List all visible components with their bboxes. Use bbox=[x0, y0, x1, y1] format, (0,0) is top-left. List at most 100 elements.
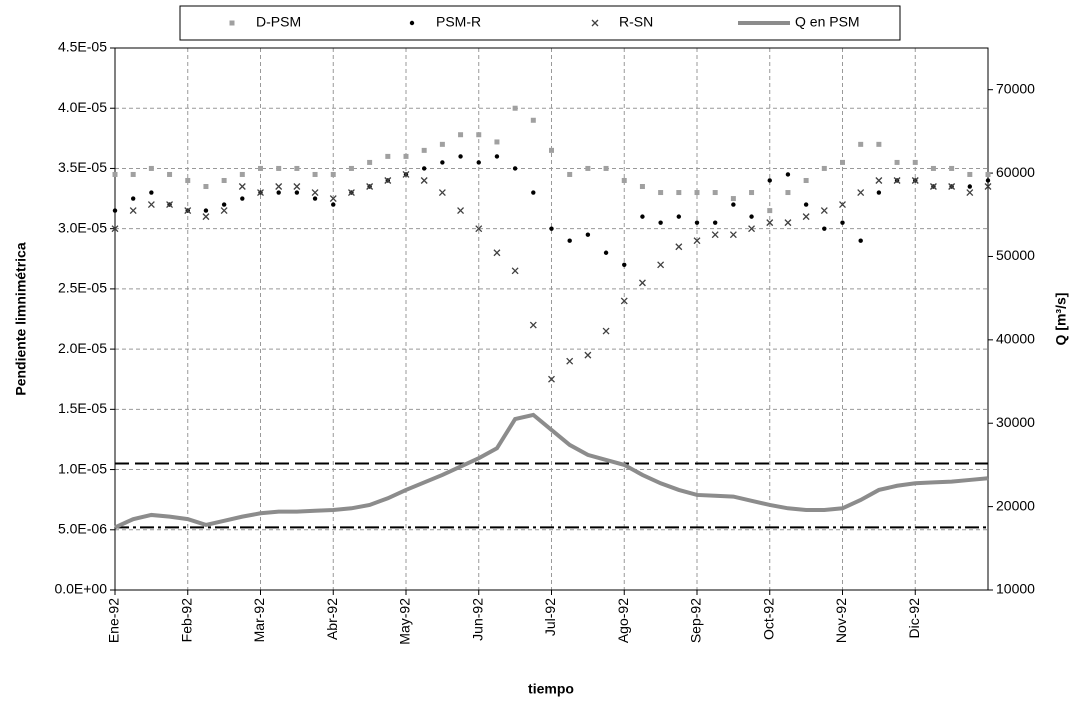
y-tick-label: 5.0E-06 bbox=[58, 520, 107, 536]
marker-square bbox=[458, 132, 464, 138]
marker-square bbox=[785, 190, 791, 196]
marker-dot bbox=[785, 172, 791, 177]
marker-cross bbox=[438, 189, 446, 196]
marker-cross bbox=[784, 219, 792, 227]
marker-square bbox=[858, 141, 864, 147]
x-tick-label: May-92 bbox=[397, 598, 413, 645]
marker-square bbox=[803, 177, 809, 183]
marker-dot bbox=[567, 238, 572, 243]
marker-cross bbox=[457, 207, 465, 215]
marker-cross bbox=[493, 249, 501, 257]
marker-cross bbox=[729, 231, 737, 239]
marker-square bbox=[876, 141, 882, 147]
series-line bbox=[114, 412, 989, 530]
marker-cross bbox=[657, 261, 665, 269]
x-tick-label: Jun-92 bbox=[469, 598, 485, 641]
marker-cross bbox=[693, 237, 701, 245]
x-tick-label: Dic-92 bbox=[906, 598, 922, 639]
marker-dot bbox=[112, 208, 118, 213]
marker-square bbox=[148, 165, 154, 171]
x-tick-label: Sep-92 bbox=[688, 598, 704, 643]
y2-tick-label: 20000 bbox=[996, 497, 1035, 513]
marker-square bbox=[403, 153, 409, 159]
marker-dot bbox=[494, 154, 500, 159]
marker-cross bbox=[984, 183, 992, 190]
marker-square bbox=[221, 177, 227, 183]
marker-square bbox=[658, 190, 664, 196]
marker-cross bbox=[257, 189, 264, 196]
marker-cross bbox=[147, 201, 155, 209]
marker-square bbox=[712, 190, 718, 196]
legend-label: Q en PSM bbox=[795, 14, 860, 30]
marker-dot bbox=[822, 226, 827, 231]
marker-square bbox=[567, 171, 573, 177]
marker-square bbox=[730, 196, 736, 202]
marker-square bbox=[549, 147, 554, 153]
legend-label: D-PSM bbox=[256, 14, 301, 30]
marker-square bbox=[294, 165, 300, 171]
marker-cross bbox=[566, 357, 574, 365]
marker-cross bbox=[293, 183, 301, 190]
marker-cross bbox=[275, 183, 283, 190]
marker-dot bbox=[858, 238, 863, 243]
marker-square bbox=[229, 20, 235, 26]
marker-cross bbox=[311, 189, 319, 196]
y-tick-label: 3.0E-05 bbox=[58, 219, 107, 235]
marker-square bbox=[421, 147, 427, 153]
marker-square bbox=[185, 177, 191, 183]
marker-square bbox=[367, 159, 373, 165]
y2-tick-label: 10000 bbox=[996, 581, 1035, 597]
marker-square bbox=[930, 165, 936, 171]
marker-dot bbox=[440, 160, 445, 165]
marker-cross bbox=[384, 177, 392, 184]
marker-square bbox=[949, 165, 955, 171]
marker-square bbox=[203, 184, 209, 190]
marker-square bbox=[967, 171, 973, 177]
marker-dot bbox=[712, 220, 718, 225]
x-tick-label: Jul-92 bbox=[542, 598, 558, 636]
marker-dot bbox=[312, 196, 318, 201]
marker-cross bbox=[402, 171, 410, 178]
marker-cross bbox=[839, 201, 846, 209]
y-tick-label: 4.0E-05 bbox=[58, 99, 107, 115]
marker-dot bbox=[421, 166, 427, 171]
marker-dot bbox=[603, 250, 609, 255]
marker-cross bbox=[911, 177, 919, 184]
marker-square bbox=[894, 159, 900, 165]
marker-square bbox=[258, 165, 263, 171]
marker-square bbox=[239, 171, 245, 177]
marker-square bbox=[749, 190, 755, 196]
marker-square bbox=[276, 165, 282, 171]
y-tick-label: 0.0E+00 bbox=[54, 581, 107, 597]
marker-square bbox=[694, 190, 700, 196]
marker-square bbox=[530, 117, 536, 123]
marker-dot bbox=[458, 154, 463, 159]
y-axis-label: Pendiente limnimétrica bbox=[13, 242, 29, 395]
legend-label: PSM-R bbox=[436, 14, 481, 30]
y-tick-label: 1.0E-05 bbox=[58, 460, 107, 476]
marker-square bbox=[330, 171, 336, 177]
marker-square bbox=[985, 171, 991, 177]
marker-dot bbox=[658, 220, 663, 225]
marker-cross bbox=[111, 225, 119, 233]
y2-tick-label: 60000 bbox=[996, 164, 1035, 180]
marker-cross bbox=[748, 225, 756, 233]
marker-square bbox=[840, 159, 845, 165]
marker-dot bbox=[731, 202, 736, 207]
marker-dot bbox=[294, 190, 300, 195]
x-tick-label: Nov-92 bbox=[833, 598, 849, 643]
marker-square bbox=[767, 208, 773, 214]
marker-dot bbox=[512, 166, 518, 171]
marker-cross bbox=[366, 183, 374, 190]
x-tick-label: Feb-92 bbox=[178, 598, 194, 643]
marker-square bbox=[130, 171, 136, 177]
marker-dot bbox=[622, 262, 627, 267]
marker-cross bbox=[766, 219, 774, 227]
marker-dot bbox=[767, 178, 772, 183]
marker-cross bbox=[711, 231, 719, 239]
marker-square bbox=[312, 171, 318, 177]
marker-cross bbox=[591, 19, 599, 27]
y-tick-label: 2.0E-05 bbox=[58, 340, 107, 356]
marker-dot bbox=[549, 226, 554, 231]
y2-tick-label: 30000 bbox=[996, 414, 1035, 430]
